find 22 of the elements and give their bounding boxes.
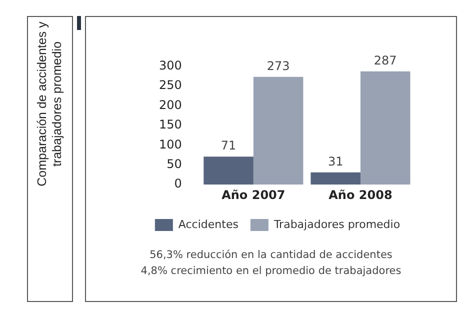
data-label: 273: [266, 58, 290, 73]
text: Comparación de accidentes y trabajadores promedio: [35, 20, 65, 188]
data-label: 71: [220, 138, 236, 153]
y-tick-label: 0: [174, 176, 182, 191]
y-tick-label: 250: [159, 78, 182, 92]
data-label: 31: [328, 154, 344, 168]
bar: [360, 71, 410, 185]
legend-label: Accidentes: [178, 218, 239, 231]
data-label: 287: [374, 53, 397, 68]
y-tick-label: 100: [159, 137, 182, 152]
legend-label: Trabajadores promedio: [272, 218, 400, 231]
x-tick-label: Año 2008: [328, 188, 392, 202]
y-tick-label: 50: [166, 156, 182, 171]
bar: [310, 172, 360, 185]
y-tick-label: 300: [159, 58, 182, 72]
y-tick-label: 150: [159, 118, 182, 132]
bar: [204, 156, 254, 185]
x-tick-label: Año 2007: [222, 188, 286, 202]
text: 4,8% crecimiento en el promedio de trabajadores: [140, 264, 402, 279]
y-tick-label: 200: [159, 98, 182, 112]
text: 56,3% reducción en la cantidad de accidentes: [148, 248, 394, 263]
bar: [253, 76, 304, 185]
